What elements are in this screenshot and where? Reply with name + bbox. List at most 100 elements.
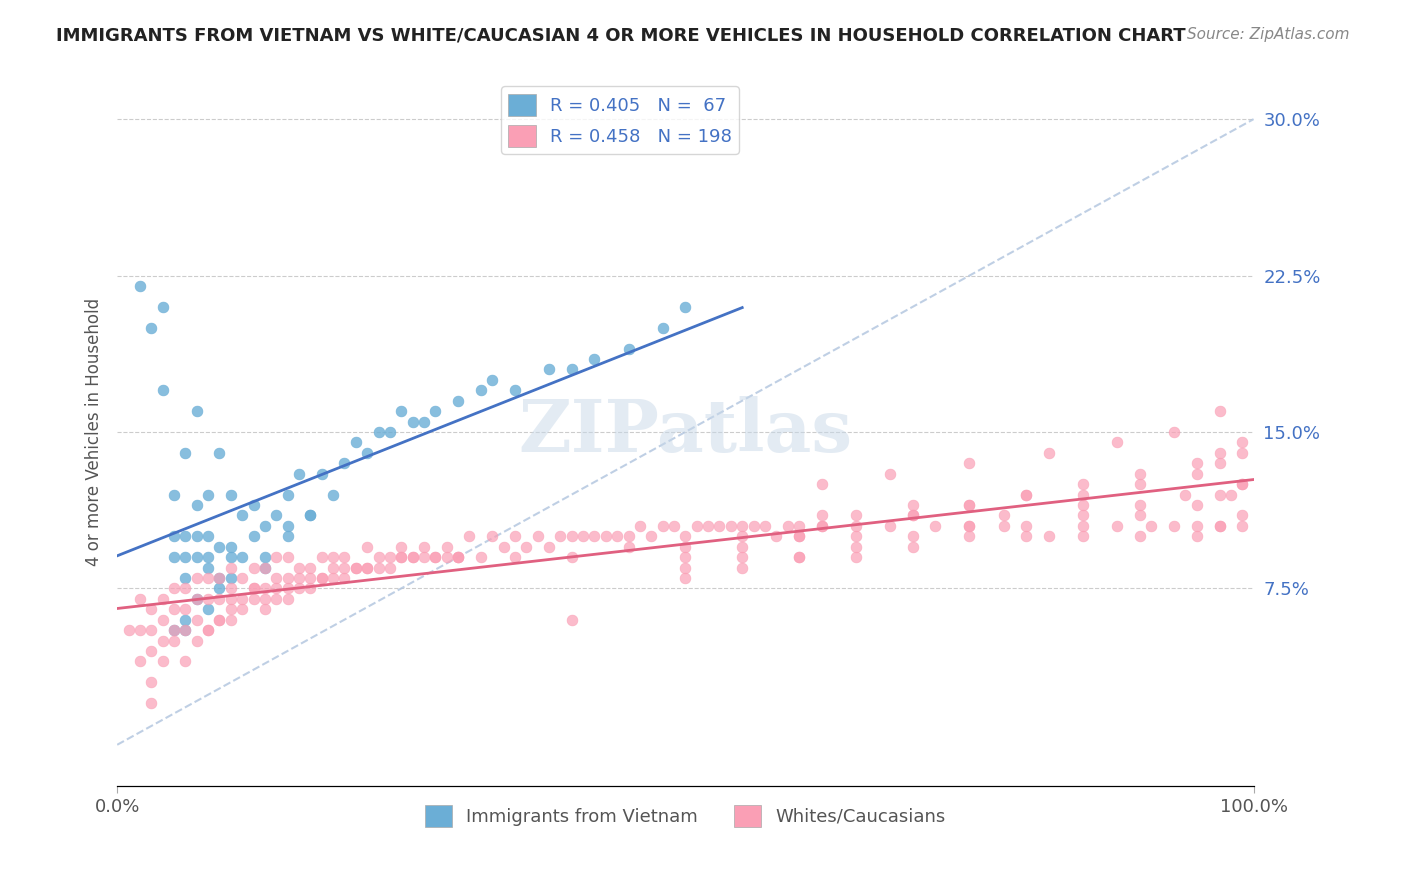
Point: [174, 571, 197, 585]
Point: [277, 487, 299, 501]
Point: [253, 550, 276, 565]
Point: [1129, 508, 1152, 523]
Point: [1219, 487, 1241, 501]
Point: [901, 498, 924, 512]
Point: [266, 582, 288, 596]
Point: [731, 560, 754, 574]
Point: [186, 498, 208, 512]
Point: [242, 529, 264, 543]
Point: [141, 320, 163, 334]
Point: [583, 529, 606, 543]
Point: [152, 300, 174, 314]
Point: [299, 582, 322, 596]
Point: [141, 675, 163, 690]
Point: [810, 518, 832, 533]
Point: [1129, 529, 1152, 543]
Point: [436, 550, 458, 565]
Point: [197, 591, 219, 606]
Point: [174, 550, 197, 565]
Point: [1163, 518, 1185, 533]
Point: [344, 560, 367, 574]
Point: [1129, 477, 1152, 491]
Point: [550, 529, 572, 543]
Point: [288, 582, 311, 596]
Point: [344, 435, 367, 450]
Point: [231, 550, 253, 565]
Point: [219, 613, 242, 627]
Point: [1071, 487, 1094, 501]
Legend: Immigrants from Vietnam, Whites/Caucasians: Immigrants from Vietnam, Whites/Caucasia…: [418, 797, 953, 834]
Point: [288, 467, 311, 481]
Point: [787, 550, 810, 565]
Point: [481, 529, 503, 543]
Point: [1015, 518, 1038, 533]
Point: [152, 613, 174, 627]
Point: [231, 571, 253, 585]
Point: [197, 529, 219, 543]
Point: [447, 550, 470, 565]
Point: [333, 560, 356, 574]
Point: [765, 529, 787, 543]
Point: [174, 654, 197, 668]
Point: [503, 550, 526, 565]
Point: [197, 571, 219, 585]
Point: [1071, 508, 1094, 523]
Point: [174, 602, 197, 616]
Point: [219, 487, 242, 501]
Point: [413, 540, 436, 554]
Point: [288, 560, 311, 574]
Point: [447, 550, 470, 565]
Point: [1140, 518, 1163, 533]
Point: [197, 560, 219, 574]
Point: [993, 518, 1015, 533]
Point: [186, 613, 208, 627]
Point: [322, 487, 344, 501]
Point: [787, 518, 810, 533]
Point: [197, 623, 219, 637]
Point: [152, 633, 174, 648]
Point: [1208, 446, 1230, 460]
Point: [1107, 435, 1129, 450]
Point: [606, 529, 628, 543]
Point: [1232, 446, 1254, 460]
Point: [367, 550, 389, 565]
Point: [117, 623, 139, 637]
Point: [378, 560, 401, 574]
Point: [447, 550, 470, 565]
Point: [186, 591, 208, 606]
Point: [1015, 487, 1038, 501]
Point: [253, 582, 276, 596]
Point: [322, 560, 344, 574]
Point: [367, 425, 389, 439]
Point: [1071, 477, 1094, 491]
Point: [1015, 487, 1038, 501]
Point: [503, 384, 526, 398]
Point: [129, 591, 152, 606]
Point: [993, 508, 1015, 523]
Point: [731, 529, 754, 543]
Point: [253, 591, 276, 606]
Point: [1208, 518, 1230, 533]
Point: [141, 696, 163, 710]
Point: [163, 623, 186, 637]
Point: [901, 508, 924, 523]
Text: ZIPatlas: ZIPatlas: [519, 396, 852, 467]
Point: [470, 384, 492, 398]
Point: [526, 529, 548, 543]
Point: [673, 540, 696, 554]
Point: [810, 518, 832, 533]
Point: [901, 508, 924, 523]
Point: [413, 550, 436, 565]
Point: [1174, 487, 1197, 501]
Point: [1185, 467, 1208, 481]
Point: [333, 571, 356, 585]
Point: [277, 550, 299, 565]
Point: [401, 550, 423, 565]
Point: [959, 518, 981, 533]
Point: [537, 540, 560, 554]
Point: [425, 404, 447, 418]
Point: [1208, 487, 1230, 501]
Point: [1232, 435, 1254, 450]
Point: [231, 602, 253, 616]
Point: [174, 446, 197, 460]
